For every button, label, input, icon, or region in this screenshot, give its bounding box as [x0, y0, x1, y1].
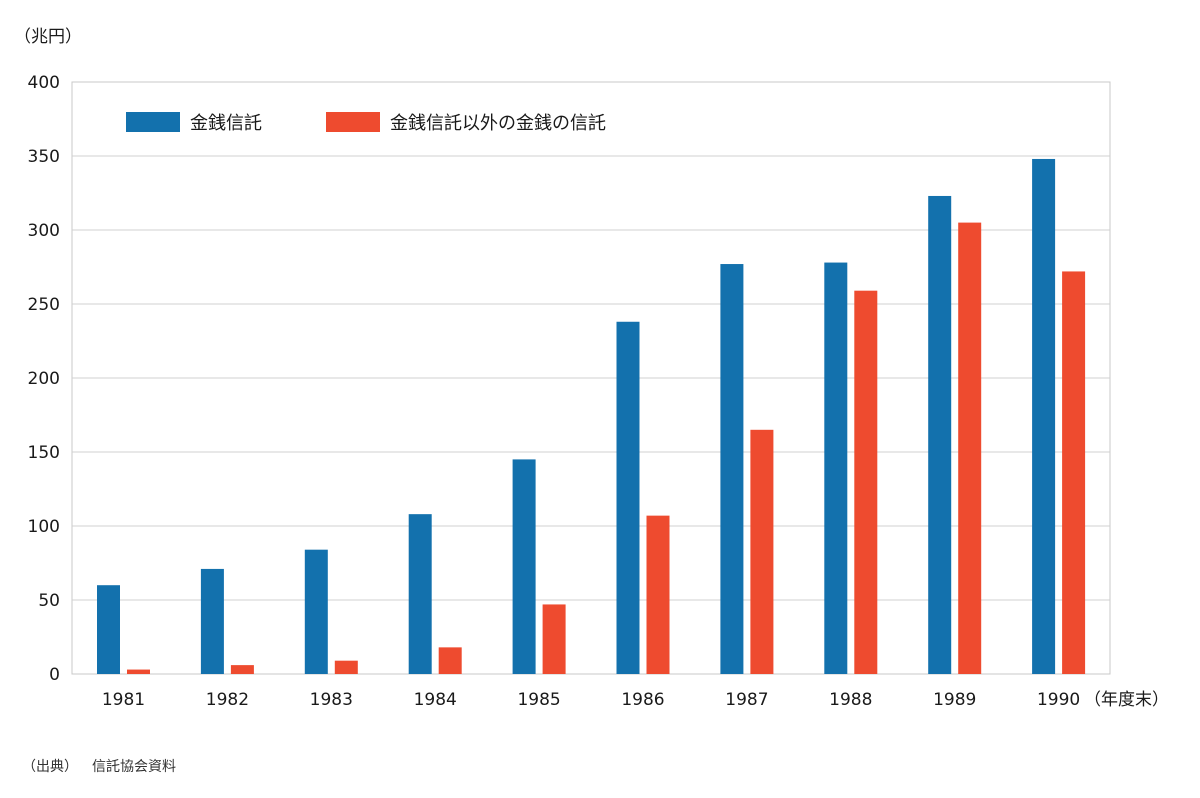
source-note: （出典） 信託協会資料	[22, 756, 190, 776]
x-tick-label-1985: 1985	[517, 690, 560, 710]
x-tick-label-1986: 1986	[621, 690, 664, 710]
y-tick-label-150: 150	[28, 443, 60, 463]
bar-other-kinsen-1990	[1062, 271, 1086, 674]
x-tick-label-1990: 1990	[1037, 690, 1080, 710]
bar-kinsen-shintaku-1989	[928, 195, 952, 674]
bar-kinsen-shintaku-1988	[824, 262, 848, 674]
legend-label-series-0: 金銭信託	[190, 113, 262, 134]
bar-kinsen-shintaku-1981	[97, 585, 120, 674]
x-tick-label-1982: 1982	[206, 690, 249, 710]
x-tick-label-1983: 1983	[310, 690, 353, 710]
y-axis-unit-label: （兆円）	[14, 27, 82, 47]
x-axis-unit-label: （年度末）	[1084, 690, 1169, 710]
legend-swatch-series-1	[326, 112, 380, 132]
bar-kinsen-shintaku-1983	[304, 549, 328, 674]
y-tick-label-50: 50	[38, 591, 60, 611]
gridlines	[72, 155, 1110, 601]
bars	[97, 158, 1086, 674]
y-axis-ticks: 0 50 100 150 200 250 300 350 400	[28, 73, 60, 685]
y-tick-label-0: 0	[49, 665, 60, 685]
bar-other-kinsen-1988	[854, 290, 878, 674]
bar-kinsen-shintaku-1984	[408, 514, 432, 674]
source-label: （出典）	[22, 759, 78, 775]
bar-other-kinsen-1982	[230, 665, 254, 674]
bar-other-kinsen-1989	[958, 222, 982, 674]
x-tick-label-1989: 1989	[933, 690, 976, 710]
y-tick-label-250: 250	[28, 295, 60, 315]
bar-kinsen-shintaku-1986	[616, 321, 640, 674]
x-tick-label-1984: 1984	[414, 690, 457, 710]
bar-kinsen-shintaku-1982	[200, 568, 224, 674]
y-tick-label-300: 300	[28, 221, 60, 241]
legend-swatch-series-0	[126, 112, 180, 132]
x-tick-label-1988: 1988	[829, 690, 872, 710]
y-tick-label-200: 200	[28, 369, 60, 389]
bar-kinsen-shintaku-1985	[512, 459, 536, 674]
bar-other-kinsen-1986	[646, 515, 670, 674]
y-tick-label-350: 350	[28, 147, 60, 167]
x-tick-label-1987: 1987	[725, 690, 768, 710]
legend: 金銭信託 金銭信託以外の金銭の信託	[126, 112, 606, 134]
bar-other-kinsen-1983	[334, 660, 358, 674]
y-tick-label-400: 400	[28, 73, 60, 93]
source-text: 信託協会資料	[92, 759, 176, 775]
bar-other-kinsen-1981	[127, 669, 150, 674]
bar-other-kinsen-1985	[542, 604, 566, 674]
y-tick-label-100: 100	[28, 517, 60, 537]
bar-other-kinsen-1984	[438, 647, 462, 674]
bar-kinsen-shintaku-1987	[720, 264, 744, 674]
legend-label-series-1: 金銭信託以外の金銭の信託	[390, 113, 606, 134]
bar-kinsen-shintaku-1990	[1032, 158, 1056, 674]
x-axis-ticks: 1981 1982 1983 1984 1985 1986 1987 1988 1989 1990	[102, 690, 1080, 710]
bar-other-kinsen-1987	[750, 429, 774, 674]
x-tick-label-1981: 1981	[102, 690, 145, 710]
